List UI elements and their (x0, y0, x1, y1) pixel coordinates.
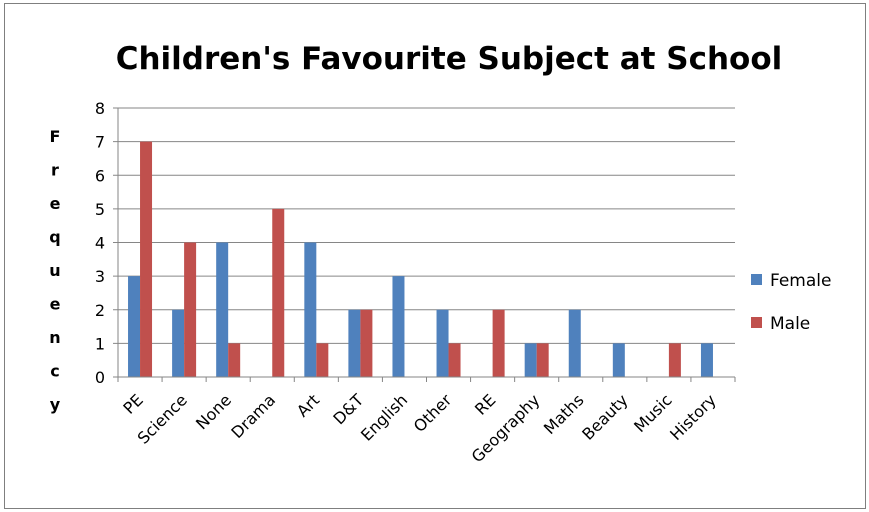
x-tick-label: Art (293, 390, 323, 420)
chart-title: Children's Favourite Subject at School (116, 41, 783, 77)
bar-female (568, 309, 581, 377)
bar-male (228, 343, 241, 377)
bar-male (360, 309, 373, 377)
bar-female (524, 343, 537, 377)
y-tick-labels: 0 1 2 3 4 5 6 7 8 (95, 99, 105, 387)
bar-female (128, 276, 141, 377)
y-axis-label-letter: c (50, 362, 59, 381)
y-axis-label-letter: r (51, 161, 59, 180)
bar-male (492, 309, 505, 377)
bar-female (700, 343, 713, 377)
bars (128, 141, 713, 377)
bar-male (272, 208, 285, 377)
x-tick-label: Drama (227, 390, 279, 442)
y-axis-label-letter: y (50, 395, 61, 414)
x-tick-label: PE (119, 390, 146, 417)
bar-male (184, 242, 197, 377)
bar-male (140, 141, 153, 377)
chart-svg: Children's Favourite Subject at School 0… (49, 41, 831, 466)
x-tick-label: Beauty (578, 390, 631, 443)
y-axis-label-letter: F (50, 127, 61, 146)
bar-male (448, 343, 461, 377)
bar-female (304, 242, 317, 377)
bar-female (216, 242, 229, 377)
x-tick-label: English (357, 390, 411, 444)
y-tick-label: 7 (95, 133, 105, 152)
y-axis-label-letter: u (49, 261, 60, 280)
y-axis-label-letter: q (49, 228, 60, 247)
y-tick-label: 0 (95, 368, 105, 387)
bar-female (612, 343, 625, 377)
x-tick-label: D&T (329, 390, 367, 428)
legend-swatch-female (751, 274, 762, 285)
y-axis-label-letter: e (50, 194, 61, 213)
bar-male (316, 343, 329, 377)
gridlines (118, 107, 735, 344)
axes (113, 107, 736, 382)
y-tick-label: 5 (95, 200, 105, 219)
y-tick-label: 6 (95, 166, 105, 185)
legend-label: Female (770, 271, 831, 291)
bar-male (536, 343, 549, 377)
y-tick-label: 3 (95, 267, 105, 286)
x-tick-label: Science (134, 390, 191, 447)
x-tick-label: RE (471, 390, 499, 418)
legend-swatch-male (751, 317, 762, 328)
legend-label: Male (770, 314, 810, 334)
bar-male (668, 343, 681, 377)
bar-female (436, 309, 449, 377)
y-tick-label: 4 (95, 234, 105, 253)
bar-female (348, 309, 361, 377)
chart-frame: Children's Favourite Subject at School 0… (4, 3, 866, 509)
x-tick-label: History (666, 390, 720, 444)
bar-female (392, 276, 405, 377)
y-tick-label: 1 (95, 334, 105, 353)
bar-female (172, 309, 185, 377)
y-axis-label-letter: e (50, 295, 61, 314)
legend: Female Male (751, 271, 831, 334)
y-tick-label: 2 (95, 301, 105, 320)
y-tick-label: 8 (95, 99, 105, 118)
x-tick-label: Other (410, 390, 456, 436)
y-axis-label-letter: n (49, 328, 60, 347)
